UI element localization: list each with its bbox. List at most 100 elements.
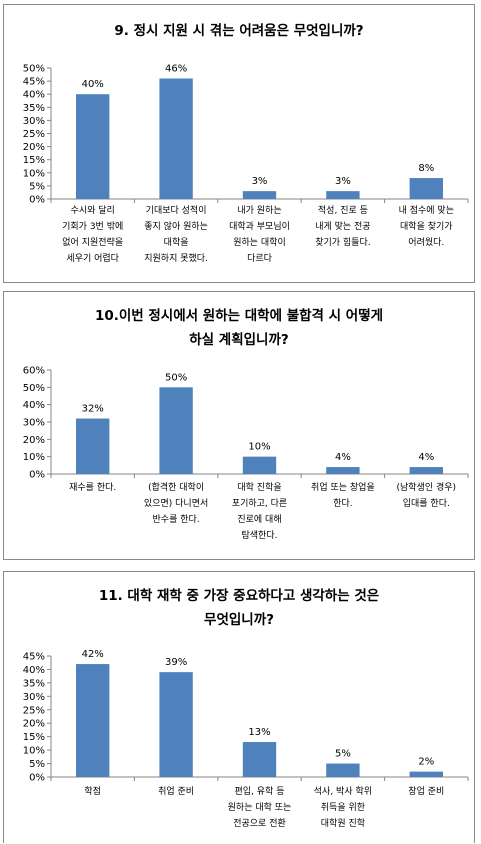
- y-tick-label: 10%: [23, 168, 45, 179]
- category-label: 내 점수에 맞는: [399, 204, 454, 216]
- category-label: 취업 또는 창업을: [311, 482, 375, 493]
- category-label: 세우기 어렵다: [66, 253, 119, 264]
- category-label: 찾기가 힘들다.: [315, 237, 370, 248]
- category-label: 지원하지 못했다.: [144, 252, 208, 264]
- bar: [159, 78, 193, 199]
- category-label: 취업 준비: [158, 786, 194, 797]
- y-tick-label: 15%: [23, 732, 45, 743]
- data-label: 42%: [82, 649, 104, 660]
- chart-panel-9: 9. 정시 지원 시 겪는 어려움은 무엇입니까? 0% 5% 10% 15% 20% 2…: [3, 4, 475, 283]
- chart-panel-11: 11. 대학 재학 중 가장 중요하다고 생각하는 것은 무엇입니까? 0% 5%…: [3, 571, 475, 843]
- category-label: 입대를 한다.: [403, 497, 450, 509]
- data-label: 32%: [82, 404, 104, 415]
- data-label: 4%: [418, 452, 434, 463]
- category-label: 반수를 한다.: [153, 514, 200, 525]
- chart-title-9-line-1: 9. 정시 지원 시 겪는 어려움은 무엇입니까?: [114, 23, 364, 39]
- y-tick-label: 20%: [23, 719, 45, 730]
- data-label: 39%: [165, 657, 187, 668]
- bar: [76, 94, 110, 199]
- bar-chart-11: 0% 5% 10% 15% 20% 25% 30% 35% 40% 45% 42% 학점 39% 취업 준…: [23, 649, 469, 829]
- data-label: 50%: [165, 372, 187, 383]
- bar: [159, 387, 193, 474]
- chart-title-10-line-2: 하실 계획입니까?: [189, 332, 289, 348]
- bar: [242, 191, 277, 199]
- y-tick-label: 45%: [23, 652, 45, 663]
- category-label: 좋지 않아 원하는: [144, 221, 208, 232]
- y-tick-label: 30%: [23, 116, 45, 127]
- y-tick-label: 30%: [23, 692, 45, 703]
- category-label: 재수를 한다.: [69, 482, 116, 493]
- chart-title-10-line-1: 10.이번 정시에서 원하는 대학에 불합격 시 어떻게: [94, 308, 384, 324]
- category-label: 내가 원하는: [237, 205, 281, 216]
- y-tick-label: 10%: [23, 452, 45, 463]
- category-label: 기회가 3번 밖에: [62, 221, 123, 232]
- bar-chart-9: 0% 5% 10% 15% 20% 25% 30% 35% 40% 45% 50% 40% 수시와 달리…: [23, 63, 469, 264]
- y-tick-label: 25%: [23, 129, 45, 140]
- data-label: 2%: [418, 757, 434, 768]
- category-label: 기대보다 성적이: [146, 204, 207, 216]
- data-label: 13%: [248, 727, 270, 738]
- chart-title-11-line-2: 무엇입니까?: [204, 612, 274, 628]
- bar: [76, 418, 110, 474]
- data-label: 46%: [165, 63, 187, 74]
- category-label: 어려웠다.: [408, 237, 444, 248]
- category-label: 한다.: [333, 498, 352, 509]
- category-label: 적성, 진로 등: [318, 204, 368, 216]
- y-tick-label: 50%: [23, 383, 45, 394]
- category-label: 대학 진학을: [237, 482, 281, 493]
- bar: [409, 771, 443, 777]
- data-label: 8%: [418, 163, 434, 174]
- chart-title-11-line-1: 11. 대학 재학 중 가장 중요하다고 생각하는 것은: [98, 588, 380, 604]
- category-label: 편입, 유학 등: [235, 785, 285, 797]
- category-label: (남학생인 경우): [397, 481, 457, 493]
- bar: [409, 467, 443, 474]
- y-tick-label: 15%: [23, 155, 45, 166]
- bar: [326, 467, 360, 474]
- category-label: 대학을 찾기가: [400, 221, 453, 232]
- y-tick-label: 20%: [23, 142, 45, 153]
- y-tick-label: 0%: [29, 773, 45, 784]
- category-label: 석사, 박사 학위: [314, 786, 372, 797]
- chart-title-11: 11. 대학 재학 중 가장 중요하다고 생각하는 것은 무엇입니까?: [4, 584, 474, 632]
- data-label: 4%: [335, 452, 351, 463]
- bar: [326, 191, 360, 199]
- y-tick-label: 25%: [23, 705, 45, 716]
- data-label: 3%: [252, 176, 268, 187]
- category-label: 없어 지원전략을: [62, 236, 123, 248]
- category-label: (합격한 대학이: [148, 481, 204, 493]
- y-tick-label: 35%: [23, 678, 45, 689]
- category-label: 진로에 대해: [237, 514, 281, 525]
- category-label: 전공으로 전환: [233, 817, 286, 829]
- chart-panel-10: 10.이번 정시에서 원하는 대학에 불합격 시 어떻게 하실 계획입니까? 0…: [3, 291, 475, 560]
- y-tick-label: 10%: [23, 746, 45, 757]
- category-label: 대학원 진학: [321, 818, 365, 829]
- category-label: 창업 준비: [408, 786, 444, 797]
- bar-chart-10: 0% 10% 20% 30% 40% 50% 60% 32% 재수를 한다. 50% (합격한 대학…: [23, 366, 469, 541]
- category-label: 대학을: [164, 237, 189, 248]
- data-label: 3%: [335, 176, 351, 187]
- chart-title-10: 10.이번 정시에서 원하는 대학에 불합격 시 어떻게 하실 계획입니까?: [4, 304, 474, 352]
- y-tick-label: 5%: [29, 759, 45, 770]
- y-tick-label: 0%: [29, 195, 45, 206]
- bar: [159, 672, 193, 777]
- y-tick-label: 20%: [23, 435, 45, 446]
- data-label: 5%: [335, 749, 351, 760]
- category-label: 포기하고, 다른: [232, 498, 287, 509]
- y-tick-label: 40%: [23, 665, 45, 676]
- y-tick-label: 5%: [29, 181, 45, 192]
- category-label: 학점: [84, 785, 101, 797]
- bar: [409, 178, 443, 199]
- bar: [326, 763, 360, 777]
- y-tick-label: 40%: [23, 90, 45, 101]
- y-tick-label: 30%: [23, 418, 45, 429]
- category-label: 원하는 대학이: [233, 237, 286, 248]
- category-label: 있으면) 다니면서: [144, 497, 208, 509]
- category-label: 탐색한다.: [242, 529, 278, 541]
- bar: [76, 664, 110, 777]
- category-label: 취득을 위한: [321, 802, 365, 813]
- y-tick-label: 35%: [23, 103, 45, 114]
- bar: [242, 456, 277, 474]
- y-tick-label: 45%: [23, 77, 45, 88]
- category-label: 수시와 달리: [71, 204, 115, 216]
- y-tick-label: 0%: [29, 470, 45, 481]
